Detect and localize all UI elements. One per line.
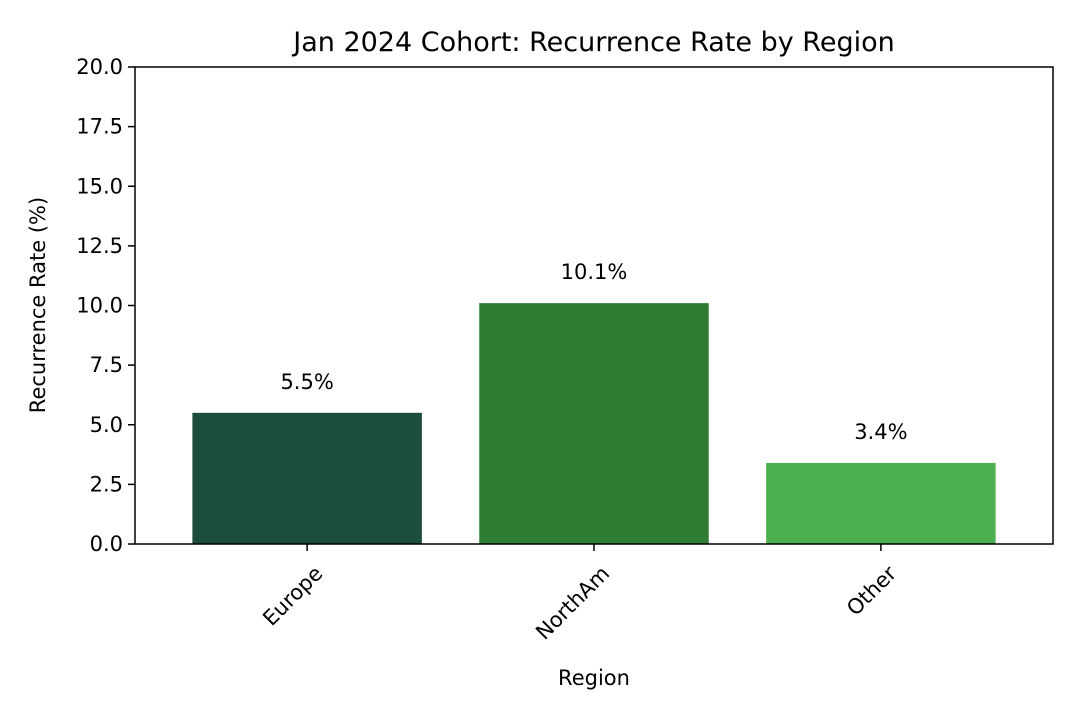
y-tick-label: 2.5 [90, 472, 123, 496]
bar-value-labels: 5.5% 10.1% 3.4% [280, 260, 907, 444]
bars-group [192, 303, 996, 544]
bar-other [766, 462, 996, 544]
y-tick-label: 0.0 [90, 532, 123, 556]
y-tick-label: 20.0 [76, 55, 123, 79]
bar-northam [479, 303, 709, 544]
bar-value-label-europe: 5.5% [280, 370, 333, 394]
bar-value-label-northam: 10.1% [561, 260, 628, 284]
bar-value-label-other: 3.4% [854, 420, 907, 444]
y-tick-label: 5.0 [90, 413, 123, 437]
y-tick-label: 17.5 [76, 115, 123, 139]
y-axis-title: Recurrence Rate (%) [26, 197, 50, 413]
x-tick-label-europe: Europe [258, 561, 327, 630]
y-tick-label: 10.0 [76, 294, 123, 318]
y-tick-label: 12.5 [76, 234, 123, 258]
x-tick-label-other: Other [842, 561, 901, 620]
x-axis: Europe NorthAm Other [258, 544, 901, 644]
y-tick-label: 7.5 [90, 353, 123, 377]
y-tick-label: 15.0 [76, 174, 123, 198]
x-axis-title: Region [558, 666, 630, 690]
y-axis: 0.0 2.5 5.0 7.5 10.0 12.5 15.0 17.5 20.0 [76, 55, 135, 556]
x-tick-label-northam: NorthAm [531, 561, 614, 644]
bar-europe [192, 412, 422, 544]
chart-title: Jan 2024 Cohort: Recurrence Rate by Regi… [291, 27, 895, 58]
